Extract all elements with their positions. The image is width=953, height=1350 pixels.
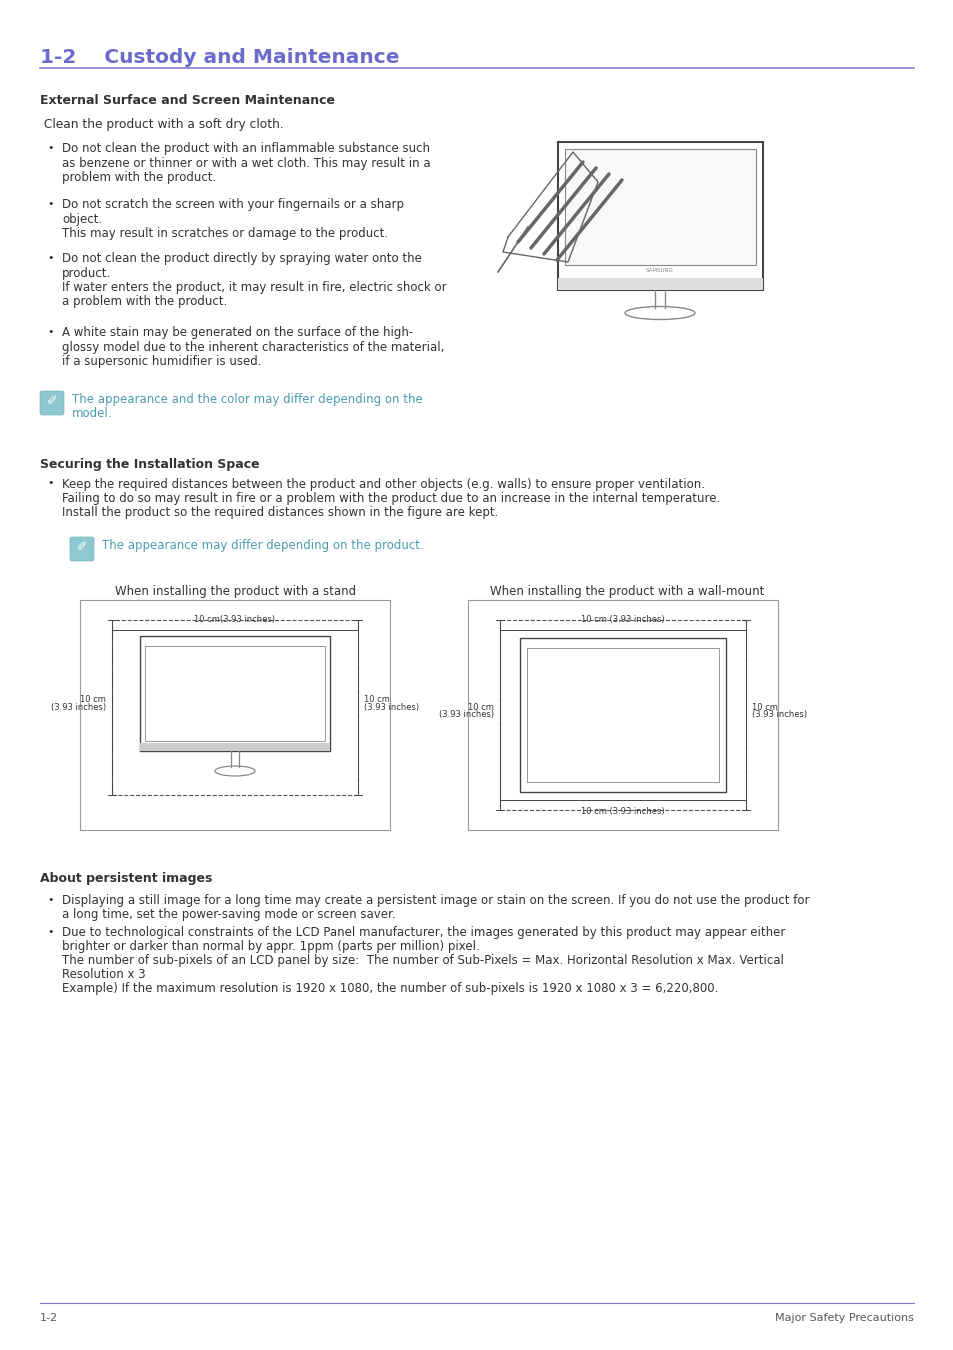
Text: •: • <box>47 478 53 487</box>
FancyBboxPatch shape <box>70 537 94 562</box>
Bar <box>564 148 755 265</box>
Text: Do not clean the product directly by spraying water onto the: Do not clean the product directly by spr… <box>62 252 421 265</box>
Text: (3.93 inches): (3.93 inches) <box>51 703 106 711</box>
Text: (3.93 inches): (3.93 inches) <box>438 710 494 720</box>
Text: brighter or darker than normal by appr. 1ppm (parts per million) pixel.: brighter or darker than normal by appr. … <box>62 940 479 953</box>
Text: The appearance and the color may differ depending on the: The appearance and the color may differ … <box>71 393 422 406</box>
Text: Major Safety Precautions: Major Safety Precautions <box>774 1314 913 1323</box>
Text: 10 cm: 10 cm <box>80 695 106 705</box>
Text: Do not clean the product with an inflammable substance such: Do not clean the product with an inflamm… <box>62 142 430 155</box>
Text: A white stain may be generated on the surface of the high-: A white stain may be generated on the su… <box>62 325 413 339</box>
Text: if a supersonic humidifier is used.: if a supersonic humidifier is used. <box>62 355 261 369</box>
Text: Resolution x 3: Resolution x 3 <box>62 968 146 981</box>
Text: This may result in scratches or damage to the product.: This may result in scratches or damage t… <box>62 227 388 240</box>
Text: Keep the required distances between the product and other objects (e.g. walls) t: Keep the required distances between the … <box>62 478 704 491</box>
Text: •: • <box>47 198 53 209</box>
Text: The appearance may differ depending on the product.: The appearance may differ depending on t… <box>102 539 423 552</box>
Text: (3.93 inches): (3.93 inches) <box>751 710 806 720</box>
Bar <box>80 599 390 830</box>
Text: a problem with the product.: a problem with the product. <box>62 296 227 309</box>
Text: Failing to do so may result in fire or a problem with the product due to an incr: Failing to do so may result in fire or a… <box>62 491 720 505</box>
Bar <box>558 142 762 290</box>
Bar <box>558 278 762 290</box>
Text: SAMSUNG: SAMSUNG <box>645 269 673 273</box>
Text: product.: product. <box>62 266 112 279</box>
Text: 1-2: 1-2 <box>40 1314 58 1323</box>
Text: •: • <box>47 927 53 937</box>
Text: ✐: ✐ <box>47 396 57 408</box>
Text: Clean the product with a soft dry cloth.: Clean the product with a soft dry cloth. <box>40 117 283 131</box>
Text: glossy model due to the inherent characteristics of the material,: glossy model due to the inherent charact… <box>62 340 444 354</box>
Text: Install the product so the required distances shown in the figure are kept.: Install the product so the required dist… <box>62 506 497 518</box>
FancyBboxPatch shape <box>40 392 64 414</box>
Text: •: • <box>47 252 53 263</box>
Text: About persistent images: About persistent images <box>40 872 213 886</box>
Text: Displaying a still image for a long time may create a persistent image or stain : Displaying a still image for a long time… <box>62 894 809 907</box>
Text: •: • <box>47 143 53 153</box>
Text: 10 cm (3.93 inches): 10 cm (3.93 inches) <box>580 616 664 624</box>
Text: 10 cm(3.93 inches): 10 cm(3.93 inches) <box>194 616 275 624</box>
Text: 10 cm: 10 cm <box>751 703 777 711</box>
Bar <box>519 639 725 792</box>
Text: Example) If the maximum resolution is 1920 x 1080, the number of sub-pixels is 1: Example) If the maximum resolution is 19… <box>62 981 718 995</box>
Text: Do not scratch the screen with your fingernails or a sharp: Do not scratch the screen with your fing… <box>62 198 403 211</box>
Bar <box>145 647 325 741</box>
Bar <box>140 636 330 751</box>
Text: The number of sub-pixels of an LCD panel by size:  The number of Sub-Pixels = Ma: The number of sub-pixels of an LCD panel… <box>62 954 783 967</box>
Text: When installing the product with a wall-mount: When installing the product with a wall-… <box>490 585 763 598</box>
Bar <box>526 648 719 782</box>
Text: 1-2    Custody and Maintenance: 1-2 Custody and Maintenance <box>40 49 399 68</box>
Text: as benzene or thinner or with a wet cloth. This may result in a: as benzene or thinner or with a wet clot… <box>62 157 430 170</box>
Text: 10 cm: 10 cm <box>364 695 390 705</box>
Text: problem with the product.: problem with the product. <box>62 171 216 184</box>
Text: Securing the Installation Space: Securing the Installation Space <box>40 458 259 471</box>
Text: (3.93 inches): (3.93 inches) <box>364 703 418 711</box>
Bar <box>112 620 357 795</box>
Text: •: • <box>47 895 53 905</box>
Text: Due to technological constraints of the LCD Panel manufacturer, the images gener: Due to technological constraints of the … <box>62 926 784 940</box>
Ellipse shape <box>624 306 695 320</box>
Text: External Surface and Screen Maintenance: External Surface and Screen Maintenance <box>40 95 335 107</box>
Text: object.: object. <box>62 212 102 225</box>
Ellipse shape <box>214 765 254 776</box>
Bar <box>499 620 745 810</box>
Text: If water enters the product, it may result in fire, electric shock or: If water enters the product, it may resu… <box>62 281 446 294</box>
Text: 10 cm: 10 cm <box>468 703 494 711</box>
Text: a long time, set the power-saving mode or screen saver.: a long time, set the power-saving mode o… <box>62 909 395 921</box>
Text: model.: model. <box>71 406 112 420</box>
Bar <box>468 599 778 830</box>
Text: When installing the product with a stand: When installing the product with a stand <box>115 585 355 598</box>
Text: ✐: ✐ <box>76 541 87 554</box>
Text: •: • <box>47 327 53 338</box>
Text: 10 cm (3.93 inches): 10 cm (3.93 inches) <box>580 807 664 815</box>
Bar <box>140 743 330 751</box>
